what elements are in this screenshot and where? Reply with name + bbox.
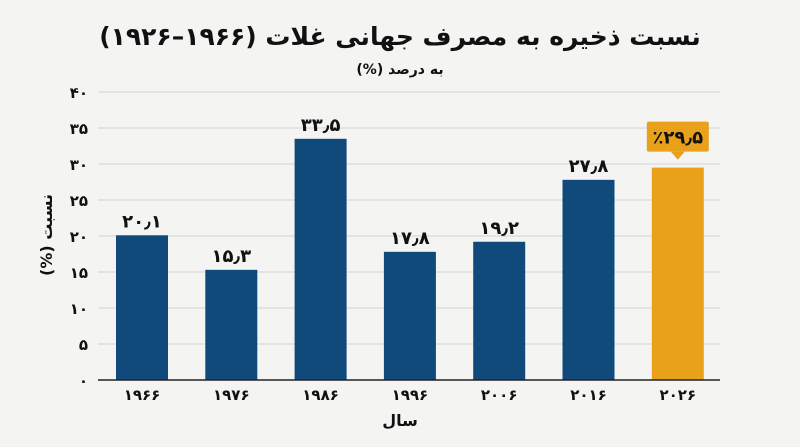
y-axis-title: نسبت (%) bbox=[37, 194, 56, 276]
bar bbox=[116, 235, 168, 380]
y-axis-ticks: ۰ ۵ ۱۰ ۱۵ ۲۰ ۲۵ ۳۰ ۳۵ ۴۰ bbox=[70, 84, 88, 390]
value-label: ۱۷٫۸ bbox=[390, 228, 430, 249]
x-axis-title: سال bbox=[382, 411, 418, 430]
y-tick-label: ۰ bbox=[79, 372, 88, 390]
y-tick-label: ۱۰ bbox=[70, 300, 88, 318]
x-tick-label: ۱۹۸۶ bbox=[302, 386, 339, 404]
y-tick-label: ۲۰ bbox=[70, 228, 88, 246]
bar bbox=[205, 269, 258, 380]
x-tick-label: ۲۰۲۶ bbox=[659, 386, 696, 404]
bars bbox=[116, 138, 704, 380]
bar bbox=[473, 241, 526, 380]
y-tick-label: ۲۵ bbox=[70, 192, 88, 210]
bar bbox=[294, 138, 347, 380]
value-label: ۲۷٫۸ bbox=[569, 156, 609, 177]
x-tick-label: ۲۰۱۶ bbox=[570, 386, 607, 404]
data-labels: ۲۰٫۱ ۱۵٫۳ ۳۳٫۵ ۱۷٫۸ ۱۹٫۲ ۲۷٫۸ ٪۲۹٫۵ bbox=[122, 115, 709, 267]
highlight-callout-pointer bbox=[670, 151, 685, 160]
bar bbox=[383, 251, 436, 380]
y-tick-label: ۵ bbox=[79, 336, 88, 354]
x-tick-label: ۲۰۰۶ bbox=[481, 386, 518, 404]
y-tick-label: ۳۵ bbox=[70, 120, 88, 138]
y-tick-label: ۳۰ bbox=[70, 156, 88, 174]
value-label-highlight: ٪۲۹٫۵ bbox=[652, 128, 703, 149]
highlight-callout bbox=[646, 121, 709, 152]
value-label: ۱۹٫۲ bbox=[479, 218, 519, 239]
x-tick-label: ۱۹۷۶ bbox=[213, 386, 250, 404]
value-label: ۱۵٫۳ bbox=[211, 246, 251, 267]
x-tick-label: ۱۹۶۶ bbox=[124, 386, 161, 404]
bar bbox=[562, 179, 615, 380]
x-axis-ticks: ۱۹۶۶ ۱۹۷۶ ۱۹۸۶ ۱۹۹۶ ۲۰۰۶ ۲۰۱۶ ۲۰۲۶ bbox=[124, 386, 696, 404]
chart-title: نسبت ذخیره به مصرف جهانی غلات (۱۹۶۶–۱۹۲۶… bbox=[99, 22, 701, 52]
y-tick-label: ۱۵ bbox=[70, 264, 88, 282]
value-label: ۲۰٫۱ bbox=[122, 211, 162, 232]
chart-subtitle: به درصد (%) bbox=[356, 62, 443, 78]
bar-highlight bbox=[651, 167, 704, 380]
value-label: ۳۳٫۵ bbox=[301, 115, 341, 136]
x-tick-label: ۱۹۹۶ bbox=[392, 386, 429, 404]
y-tick-label: ۴۰ bbox=[70, 84, 88, 102]
